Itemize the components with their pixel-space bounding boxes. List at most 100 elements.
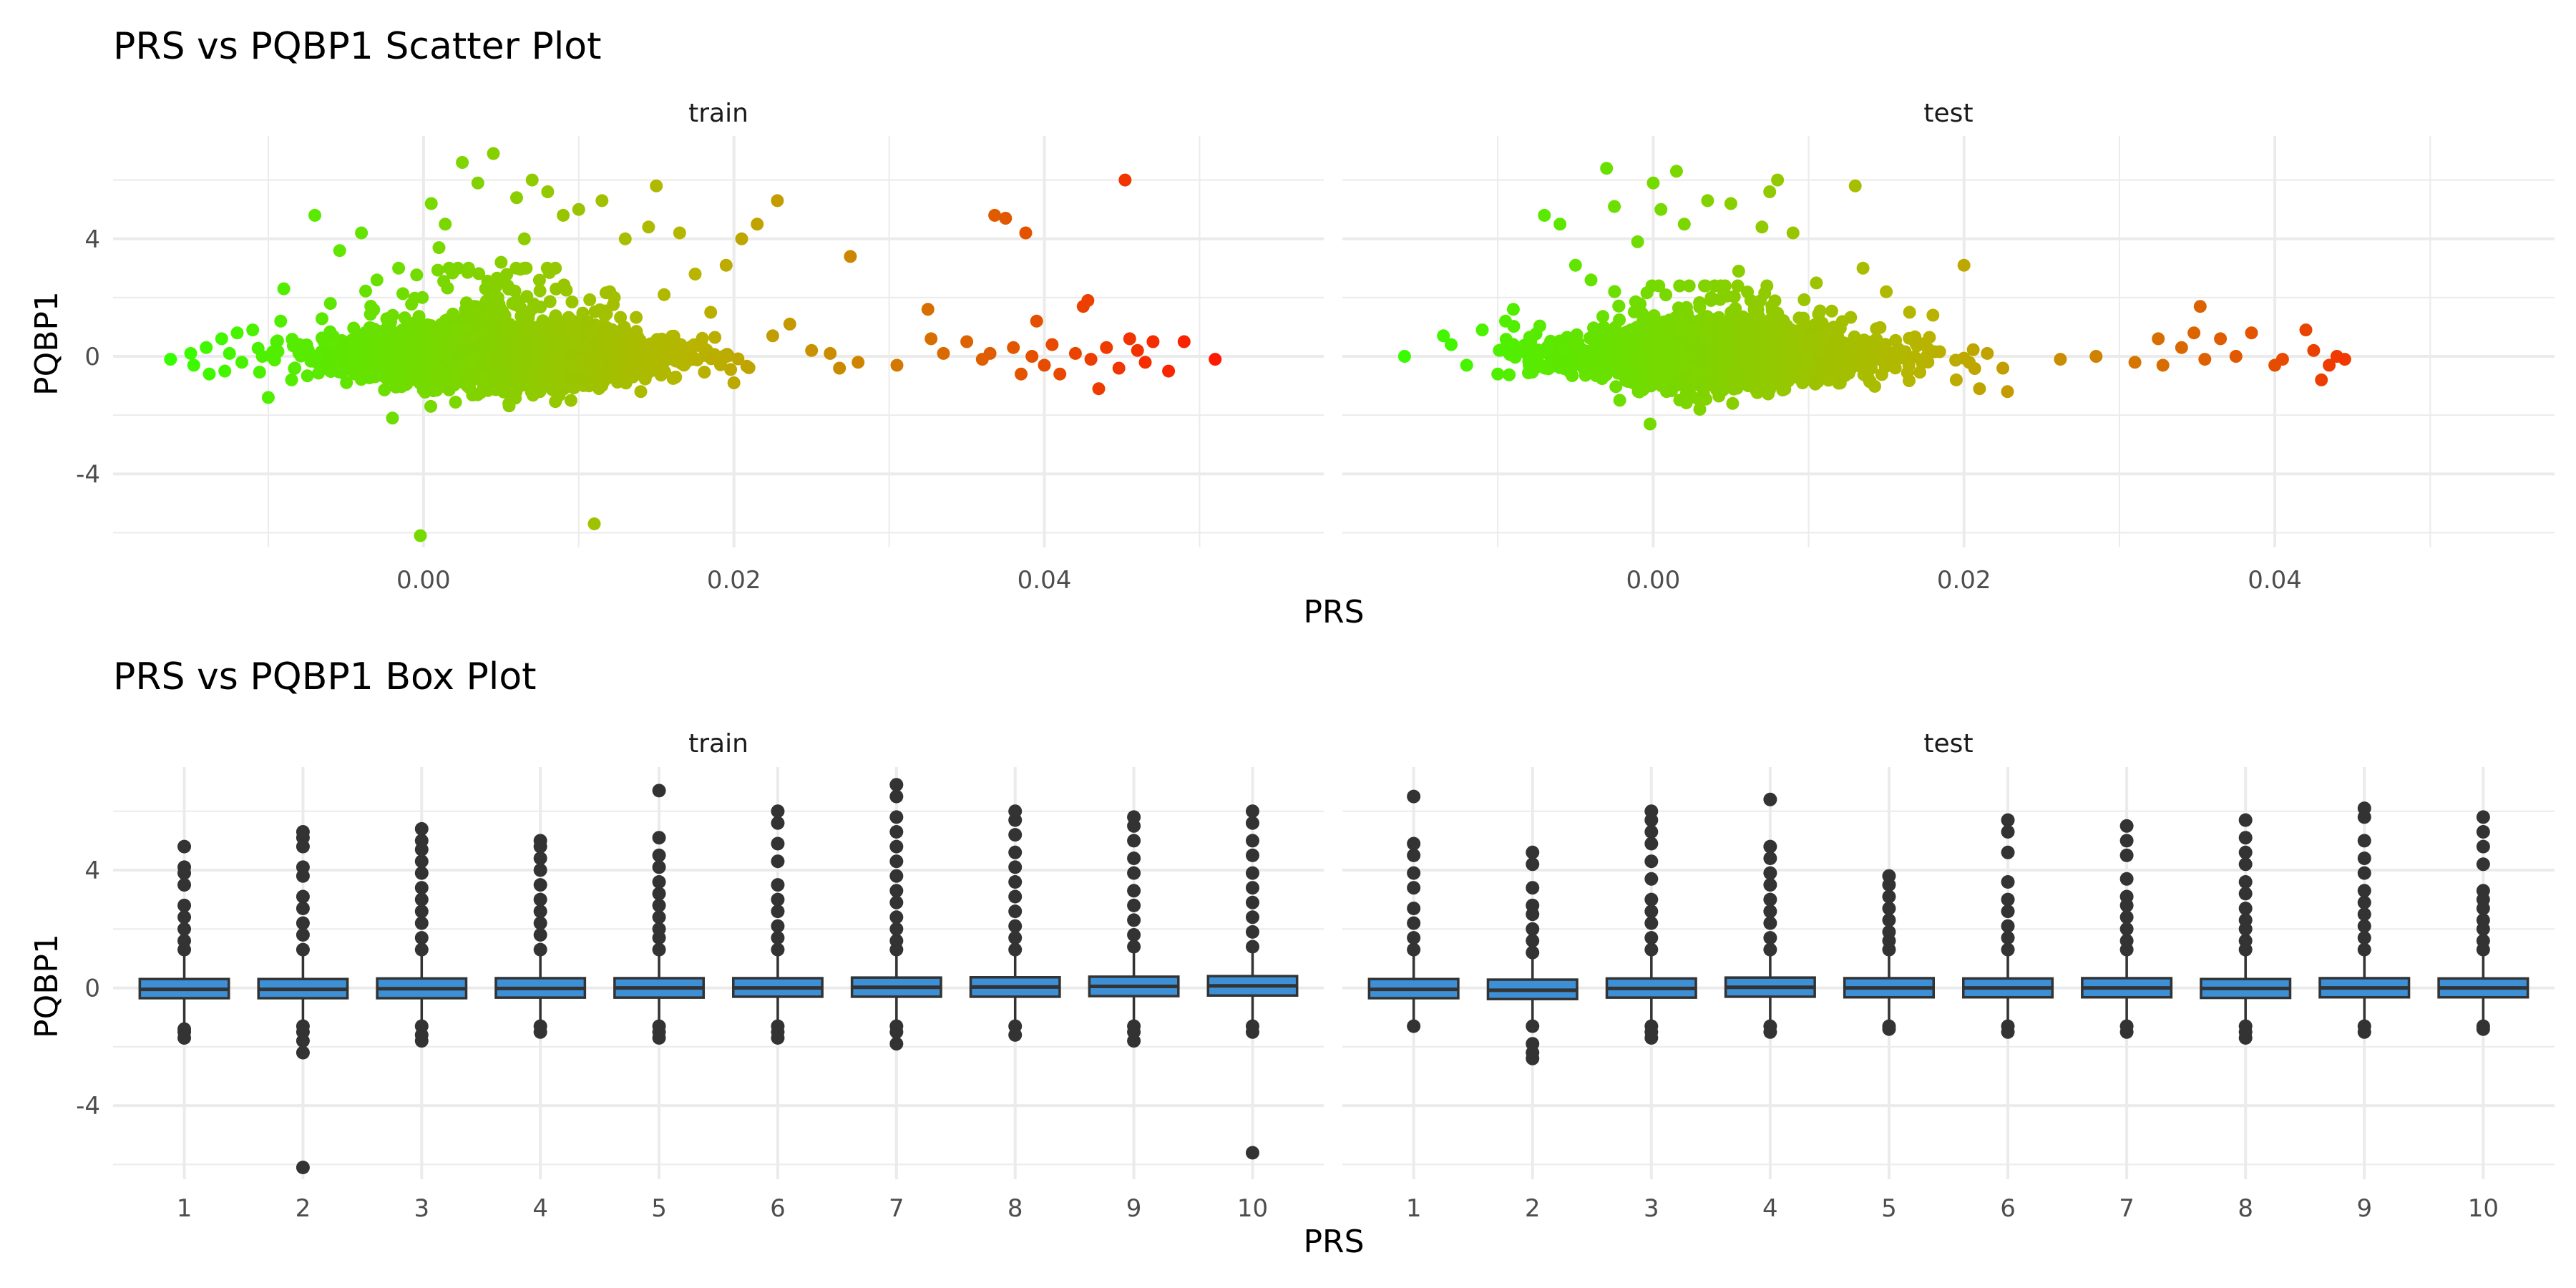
scatter-point: [308, 208, 321, 222]
x-tick-label: 5: [1881, 1194, 1897, 1223]
scatter-point: [532, 273, 546, 287]
scatter-point: [630, 325, 643, 338]
scatter-point: [1640, 286, 1654, 300]
scatter-point: [497, 338, 510, 352]
scatter-point: [432, 241, 446, 255]
scatter-point: [587, 517, 601, 531]
scatter-point: [1209, 353, 1222, 366]
box-outlier: [889, 854, 904, 869]
scatter-point: [1708, 279, 1722, 293]
scatter-point: [1045, 338, 1059, 351]
scatter-point: [1609, 380, 1623, 394]
x-tick-label: 9: [1126, 1194, 1142, 1223]
scatter-point: [462, 261, 475, 275]
box-outlier: [1127, 866, 1141, 880]
box-outlier: [1763, 892, 1777, 907]
box-outlier: [2001, 825, 2015, 839]
box-outlier: [1127, 940, 1141, 954]
scatter-point: [253, 366, 266, 379]
scatter-point: [1771, 173, 1785, 187]
scatter-point: [1731, 279, 1745, 293]
scatter-point: [1858, 333, 1871, 347]
scatter-point: [368, 323, 381, 336]
scatter-point: [274, 314, 288, 328]
scatter-point: [1729, 302, 1742, 316]
scatter-point: [223, 346, 236, 360]
scatter-x-axis-title: PRS: [1303, 594, 1364, 630]
scatter-point: [1763, 185, 1777, 198]
scatter-point: [1112, 361, 1126, 375]
box-outlier: [177, 878, 192, 892]
box-8: [969, 804, 1061, 1042]
x-tick-label: 3: [1644, 1194, 1659, 1223]
scatter-point: [1739, 312, 1752, 326]
y-tick-label: 0: [84, 343, 100, 371]
box-x-axis-title: PRS: [1303, 1224, 1364, 1260]
box-outlier: [1008, 845, 1023, 859]
box-outlier: [2238, 1031, 2253, 1045]
box-outlier: [2238, 857, 2253, 872]
scatter-point: [1081, 294, 1095, 307]
scatter-point: [580, 376, 594, 389]
scatter-point: [1025, 350, 1039, 363]
scatter-point: [547, 356, 560, 370]
scatter-point: [1731, 377, 1745, 391]
box-outlier: [2119, 922, 2134, 936]
scatter-point: [424, 197, 438, 210]
scatter-point: [354, 331, 368, 344]
scatter-point: [1680, 386, 1693, 399]
x-tick-label: 8: [2238, 1194, 2253, 1223]
scatter-point: [412, 310, 426, 323]
scatter-point: [359, 284, 372, 298]
box-outlier: [296, 889, 310, 904]
scatter-point: [1796, 376, 1810, 390]
scatter-point: [1727, 290, 1741, 303]
x-tick-label: 5: [651, 1194, 667, 1223]
box-outlier: [889, 895, 904, 909]
scatter-cloud: [251, 261, 756, 413]
scatter-point: [1797, 311, 1810, 325]
scatter-point: [751, 218, 764, 231]
y-tick-label: 4: [84, 225, 100, 254]
box-outlier: [1526, 934, 1540, 948]
scatter-point: [1019, 226, 1033, 240]
box-outlier: [1008, 828, 1023, 842]
x-tick-label: 2: [296, 1194, 311, 1223]
scatter-point: [1811, 320, 1825, 333]
box-outlier: [1407, 916, 1421, 930]
scatter-point: [588, 305, 602, 318]
box-outlier: [1763, 839, 1777, 854]
scatter-point: [1162, 364, 1176, 378]
scatter-facet-label-test: test: [1923, 99, 1973, 128]
box-outlier: [1127, 810, 1141, 824]
scatter-facet-label-train: train: [688, 99, 748, 128]
scatter-point: [650, 179, 663, 192]
scatter-point: [634, 385, 648, 399]
scatter-point: [1522, 341, 1536, 354]
scatter-point: [1763, 337, 1777, 351]
scatter-point: [1731, 366, 1745, 379]
box-outlier: [1882, 889, 1896, 904]
scatter-point: [446, 266, 459, 280]
box-outlier: [2001, 1025, 2015, 1039]
x-tick-label: 1: [177, 1194, 192, 1223]
scatter-point: [323, 325, 337, 338]
scatter-point: [1657, 336, 1671, 350]
scatter-point: [549, 261, 562, 275]
scatter-point: [619, 376, 633, 390]
scatter-point: [235, 356, 248, 369]
box-outlier: [1526, 922, 1540, 936]
scatter-point: [1053, 367, 1067, 381]
box-outlier: [2001, 892, 2015, 907]
scatter-point: [1682, 279, 1696, 293]
scatter-point: [1903, 306, 1916, 319]
scatter-point: [1131, 343, 1144, 357]
scatter-point: [1810, 276, 1823, 290]
scatter-point: [324, 337, 338, 351]
box-outlier: [1763, 1025, 1777, 1039]
scatter-point: [1833, 321, 1847, 335]
scatter-point: [844, 250, 857, 263]
box-outlier: [414, 866, 429, 880]
